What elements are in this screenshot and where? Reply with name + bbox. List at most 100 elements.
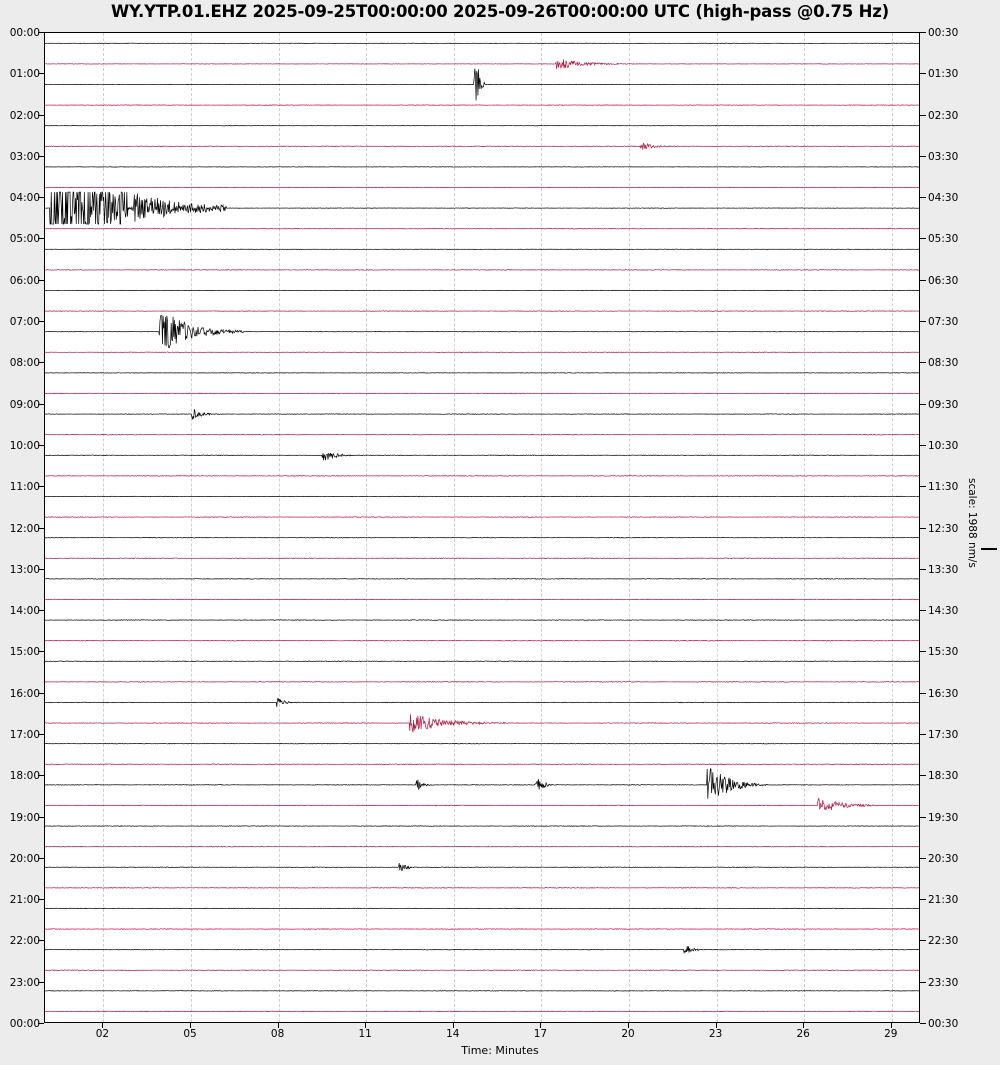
- trace-1230: [45, 558, 919, 559]
- x-tick-mark-29: [890, 1023, 892, 1028]
- trace-1800: [45, 769, 919, 799]
- scale-bar-marker: [981, 548, 997, 550]
- right-tick-mark-18: [920, 775, 926, 777]
- right-tick-15: 15:30: [928, 646, 959, 659]
- trace-0630: [45, 311, 919, 312]
- left-tick-0: 00:00: [9, 27, 40, 39]
- trace-0100: [45, 69, 919, 101]
- trace-0930: [45, 434, 919, 435]
- right-tick-23: 23:30: [928, 976, 959, 989]
- right-tick-19: 19:30: [928, 811, 959, 824]
- right-tick-mark-19: [920, 816, 926, 818]
- right-tick-3: 03:30: [928, 150, 959, 163]
- trace-1400: [45, 620, 919, 621]
- left-tick-2: 02:00: [9, 109, 40, 122]
- trace-1500: [45, 661, 919, 662]
- helicorder-plot[interactable]: [44, 32, 920, 1023]
- trace-2200: [45, 946, 919, 953]
- x-tick-label-14: 14: [446, 1028, 460, 1040]
- left-tick-13: 13:00: [9, 563, 40, 576]
- x-tick-label-26: 26: [796, 1028, 810, 1040]
- x-tick-mark-20: [628, 1023, 629, 1028]
- trace-2230: [45, 970, 919, 971]
- left-tick-7: 07:00: [9, 316, 40, 329]
- left-tick-16: 16:00: [9, 687, 40, 700]
- right-tick-0: 00:30: [928, 27, 959, 39]
- right-tick-7: 07:30: [928, 316, 959, 329]
- trace-2300: [45, 991, 919, 992]
- x-tick-mark-08: [277, 1023, 279, 1028]
- trace-1130: [45, 517, 919, 518]
- right-tick-mark-16: [920, 692, 926, 694]
- right-tick-mark-15: [920, 651, 926, 653]
- x-tick-mark-05: [190, 1023, 191, 1028]
- x-tick-mark-11: [365, 1023, 367, 1028]
- left-tick-3: 03:00: [9, 150, 40, 163]
- trace-1830: [45, 799, 919, 811]
- trace-1030: [45, 476, 919, 477]
- left-tick-9: 09:00: [9, 398, 40, 411]
- left-tick-19: 19:00: [9, 811, 40, 824]
- right-tick-mark-2: [920, 114, 926, 116]
- trace-1100: [45, 496, 919, 497]
- x-tick-label-02: 02: [95, 1028, 110, 1040]
- seismogram-traces: [45, 33, 919, 1022]
- left-tick-mark-24: [38, 1023, 44, 1024]
- trace-1330: [45, 599, 919, 600]
- page-title: WY.YTP.01.EHZ 2025-09-25T00:00:00 2025-0…: [111, 2, 889, 21]
- left-tick-18: 18:00: [9, 770, 40, 783]
- right-tick-21: 21:30: [928, 894, 959, 907]
- right-tick-mark-24: [920, 1023, 926, 1024]
- right-tick-mark-12: [920, 527, 926, 529]
- trace-1300: [45, 579, 919, 580]
- right-tick-4: 04:30: [928, 192, 959, 205]
- left-tick-11: 11:00: [9, 481, 40, 494]
- right-tick-mark-13: [920, 568, 926, 570]
- right-tick-10: 10:30: [928, 439, 959, 452]
- trace-1000: [45, 453, 919, 460]
- right-tick-mark-8: [920, 362, 926, 364]
- trace-0130: [45, 105, 919, 106]
- trace-0530: [45, 270, 919, 271]
- x-tick-mark-02: [102, 1023, 104, 1028]
- right-tick-17: 17:30: [928, 728, 959, 741]
- right-tick-20: 20:30: [928, 852, 959, 865]
- right-tick-mark-4: [920, 197, 926, 199]
- right-tick-8: 08:30: [928, 357, 959, 370]
- right-tick-mark-10: [920, 444, 926, 446]
- trace-1630: [45, 714, 919, 732]
- x-axis-title: Time: Minutes: [461, 1044, 539, 1057]
- trace-0230: [45, 143, 919, 150]
- trace-0900: [45, 409, 919, 419]
- right-tick-16: 16:30: [928, 687, 959, 700]
- left-tick-23: 23:00: [9, 976, 40, 989]
- right-tick-18: 18:30: [928, 770, 959, 783]
- trace-1900: [45, 826, 919, 827]
- x-tick-label-20: 20: [621, 1028, 635, 1040]
- trace-0030: [45, 59, 919, 69]
- trace-0330: [45, 187, 919, 188]
- right-tick-14: 14:30: [928, 605, 959, 618]
- right-tick-mark-7: [920, 321, 926, 323]
- right-tick-mark-20: [920, 857, 926, 859]
- trace-1730: [45, 764, 919, 765]
- x-tick-mark-17: [540, 1023, 542, 1028]
- left-tick-6: 06:00: [9, 274, 40, 287]
- x-tick-mark-26: [803, 1023, 805, 1028]
- right-tick-mark-0: [920, 32, 926, 33]
- right-tick-mark-5: [920, 238, 926, 240]
- right-tick-2: 02:30: [928, 109, 959, 122]
- left-tick-22: 22:00: [9, 935, 40, 948]
- left-tick-17: 17:00: [9, 728, 40, 741]
- x-tick-label-05: 05: [183, 1028, 197, 1040]
- trace-0830: [45, 393, 919, 394]
- trace-0730: [45, 352, 919, 353]
- trace-2100: [45, 908, 919, 909]
- trace-1600: [45, 698, 919, 707]
- x-tick-label-08: 08: [270, 1028, 285, 1040]
- right-tick-mark-1: [920, 73, 926, 75]
- x-tick-mark-23: [715, 1023, 717, 1028]
- left-tick-4: 04:00: [9, 192, 40, 205]
- left-tick-20: 20:00: [9, 852, 40, 865]
- trace-2000: [45, 863, 919, 870]
